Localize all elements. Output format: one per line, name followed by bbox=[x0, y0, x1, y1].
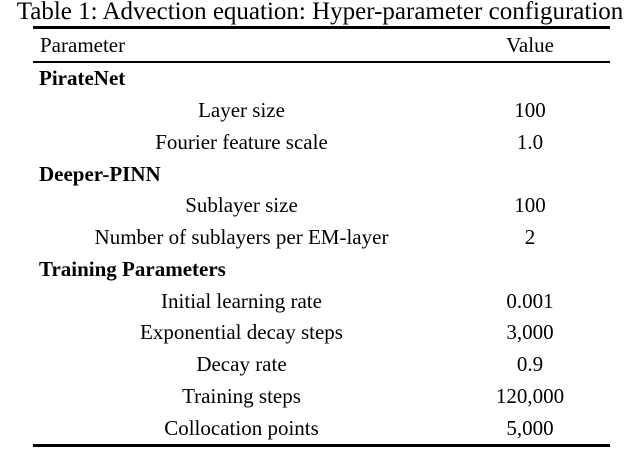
row-value: 120,000 bbox=[495, 383, 565, 408]
table-row-section: Deeper-PINN bbox=[33, 158, 610, 190]
table-header-rule bbox=[33, 61, 610, 63]
row-label: Initial learning rate bbox=[161, 288, 322, 313]
table-row: Collocation points 5,000 bbox=[33, 412, 610, 444]
row-label: Deeper-PINN bbox=[39, 161, 161, 186]
row-label: Fourier feature scale bbox=[155, 129, 328, 154]
table-row: Sublayer size 100 bbox=[33, 190, 610, 222]
header-parameter: Parameter bbox=[40, 32, 126, 57]
row-value: 1.0 bbox=[516, 129, 544, 154]
row-label: Decay rate bbox=[196, 352, 287, 377]
table-row: Initial learning rate 0.001 bbox=[33, 285, 610, 317]
row-label: Training steps bbox=[182, 383, 301, 408]
table-row-section: Training Parameters bbox=[33, 254, 610, 286]
row-value: 100 bbox=[514, 193, 546, 218]
row-value: 3,000 bbox=[506, 320, 554, 345]
hyperparameter-table: Parameter Value PirateNet Layer size 100… bbox=[33, 26, 610, 447]
row-value: 5,000 bbox=[506, 415, 554, 440]
row-value: 0.9 bbox=[516, 352, 544, 377]
table-row: Layer size 100 bbox=[33, 95, 610, 127]
table-header-row: Parameter Value bbox=[33, 29, 610, 61]
table-top-rule bbox=[33, 26, 610, 29]
row-label: Number of sublayers per EM-layer bbox=[94, 225, 389, 250]
row-label: Exponential decay steps bbox=[140, 320, 343, 345]
row-value: 0.001 bbox=[506, 288, 554, 313]
row-label: PirateNet bbox=[39, 66, 126, 91]
header-value: Value bbox=[506, 32, 554, 57]
table-row: Exponential decay steps 3,000 bbox=[33, 317, 610, 349]
table-row: Training steps 120,000 bbox=[33, 381, 610, 413]
table-row: Fourier feature scale 1.0 bbox=[33, 127, 610, 159]
table-row: Decay rate 0.9 bbox=[33, 349, 610, 381]
row-value: 2 bbox=[524, 225, 536, 250]
table-row-section: PirateNet bbox=[33, 63, 610, 95]
table-caption: Table 1: Advection equation: Hyper-param… bbox=[16, 0, 624, 25]
table-body: PirateNet Layer size 100 Fourier feature… bbox=[33, 63, 610, 444]
row-label: Collocation points bbox=[164, 415, 319, 440]
row-label: Training Parameters bbox=[39, 256, 226, 281]
row-label: Layer size bbox=[198, 98, 285, 123]
table-bottom-rule bbox=[33, 444, 610, 447]
table-row: Number of sublayers per EM-layer 2 bbox=[33, 222, 610, 254]
row-label: Sublayer size bbox=[185, 193, 298, 218]
row-value: 100 bbox=[514, 98, 546, 123]
